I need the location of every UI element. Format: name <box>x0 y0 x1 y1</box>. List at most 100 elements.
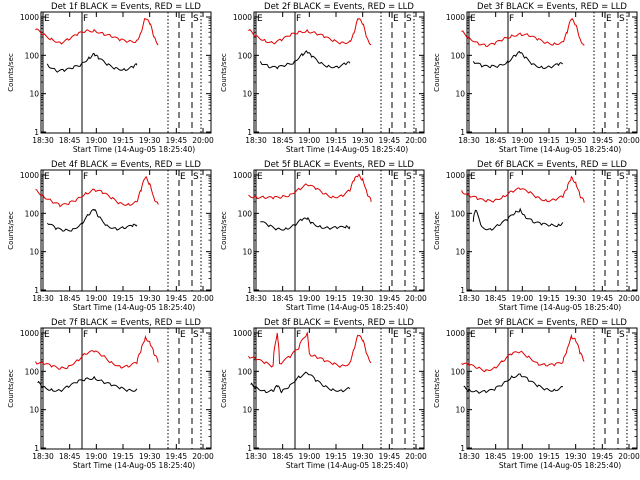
y-tick-label: 1000 <box>233 13 252 22</box>
y-tick-label: 100 <box>451 209 466 218</box>
x-tick-label: 19:15 <box>538 136 560 145</box>
chart-panel-2: Det 2f BLACK = Events, RED = LLD Counts/s… <box>220 2 427 154</box>
y-axis-label: Counts/sec <box>7 369 15 408</box>
x-tick-label: 20:00 <box>618 452 640 461</box>
marker-label: E <box>44 14 50 24</box>
y-axis-label: Counts/sec <box>220 211 228 250</box>
x-tick-label: 18:30 <box>458 136 480 145</box>
chart-panel-7: Det 7f BLACK = Events, RED = LLD Counts/s… <box>7 318 214 470</box>
marker-label: E <box>44 330 50 340</box>
y-tick-label: 10 <box>455 248 465 257</box>
x-tick-label: 19:45 <box>166 136 188 145</box>
x-tick-label: 18:30 <box>32 136 54 145</box>
y-axis-label: Counts/sec <box>433 53 441 92</box>
x-axis-label: Start Time (14-Aug-05 18:25:40) <box>286 303 408 312</box>
chart-title: Det 3f BLACK = Events, RED = LLD <box>477 2 627 12</box>
plot-frame <box>466 169 638 292</box>
y-tick-label: 1 <box>34 128 39 137</box>
y-tick-label: 1 <box>247 444 252 453</box>
marker-label: F <box>83 172 88 182</box>
x-tick-label: 18:45 <box>485 294 507 303</box>
chart-panel-5: Det 5f BLACK = Events, RED = LLD Counts/s… <box>220 160 427 312</box>
chart-title: Det 9f BLACK = Events, RED = LLD <box>477 318 627 328</box>
y-tick-label: 10 <box>455 90 465 99</box>
marker-label: S <box>193 14 199 24</box>
x-tick-label: 19:00 <box>512 452 534 461</box>
x-axis-label: Start Time (14-Aug-05 18:25:40) <box>286 145 408 154</box>
x-tick-label: 18:45 <box>272 452 294 461</box>
marker-label: F <box>296 172 301 182</box>
y-axis-label: Counts/sec <box>433 369 441 408</box>
y-tick-label: 10 <box>29 406 39 415</box>
x-tick-label: 19:30 <box>565 452 587 461</box>
x-tick-label: 19:00 <box>299 452 321 461</box>
marker-label: S <box>193 172 199 182</box>
series-events-line <box>463 373 563 394</box>
y-tick-label: 1 <box>460 128 465 137</box>
marker-label: E <box>257 14 263 24</box>
x-axis-label: Start Time (14-Aug-05 18:25:40) <box>73 145 195 154</box>
x-tick-label: 18:30 <box>245 136 267 145</box>
marker-label: E <box>393 14 399 24</box>
x-tick-label: 19:45 <box>592 294 614 303</box>
y-axis-label: Counts/sec <box>220 369 228 408</box>
marker-label: E <box>393 330 399 340</box>
x-tick-label: 19:45 <box>379 136 401 145</box>
x-tick-label: 19:45 <box>379 452 401 461</box>
series-lld-line <box>35 175 159 208</box>
y-tick-label: 1000 <box>233 329 252 338</box>
x-tick-label: 19:45 <box>592 452 614 461</box>
marker-label: F <box>83 14 88 24</box>
marker-label: F <box>83 330 88 340</box>
series-events-line <box>472 50 563 70</box>
series-lld-line <box>35 17 159 46</box>
x-tick-label: 19:30 <box>352 294 374 303</box>
marker-label: E <box>180 14 186 24</box>
y-tick-label: 1 <box>34 286 39 295</box>
marker-label: F <box>509 330 514 340</box>
x-tick-label: 20:00 <box>405 294 427 303</box>
x-axis-label: Start Time (14-Aug-05 18:25:40) <box>499 303 621 312</box>
plot-frame <box>466 327 638 450</box>
x-tick-label: 19:00 <box>86 294 108 303</box>
marker-label: E <box>606 330 612 340</box>
y-tick-label: 1000 <box>233 171 252 180</box>
x-tick-label: 18:30 <box>32 452 54 461</box>
y-tick-label: 1000 <box>446 13 465 22</box>
x-tick-label: 18:45 <box>485 136 507 145</box>
series-events-line <box>260 216 351 231</box>
x-tick-label: 20:00 <box>192 294 214 303</box>
chart-title: Det 1f BLACK = Events, RED = LLD <box>51 2 201 12</box>
x-tick-label: 19:15 <box>325 136 347 145</box>
x-tick-label: 19:15 <box>538 452 560 461</box>
x-tick-label: 20:00 <box>192 452 214 461</box>
plot-frame <box>253 11 425 134</box>
x-tick-label: 19:00 <box>86 452 108 461</box>
series-events-line <box>472 207 564 231</box>
x-tick-label: 19:30 <box>139 136 161 145</box>
y-tick-label: 100 <box>238 209 253 218</box>
marker-label: F <box>296 330 301 340</box>
chart-title: Det 5f BLACK = Events, RED = LLD <box>264 160 414 170</box>
series-events-line <box>46 208 138 232</box>
x-axis-label: Start Time (14-Aug-05 18:25:40) <box>286 461 408 470</box>
x-tick-label: 19:15 <box>112 452 134 461</box>
marker-label: E <box>180 172 186 182</box>
x-tick-label: 19:45 <box>379 294 401 303</box>
y-tick-label: 100 <box>25 209 40 218</box>
marker-label: E <box>257 330 263 340</box>
y-tick-label: 1 <box>247 128 252 137</box>
marker-label: E <box>470 330 476 340</box>
series-lld-line <box>248 173 372 202</box>
x-tick-label: 18:45 <box>485 452 507 461</box>
y-tick-label: 1 <box>460 444 465 453</box>
y-axis-label: Counts/sec <box>7 211 15 250</box>
x-tick-label: 19:30 <box>565 136 587 145</box>
x-tick-label: 19:15 <box>325 452 347 461</box>
series-events-line <box>259 50 351 70</box>
x-tick-label: 19:30 <box>352 452 374 461</box>
chart-panel-3: Det 3f BLACK = Events, RED = LLD Counts/s… <box>433 2 640 154</box>
x-tick-label: 19:30 <box>352 136 374 145</box>
x-tick-label: 19:30 <box>139 452 161 461</box>
x-tick-label: 19:45 <box>166 294 188 303</box>
